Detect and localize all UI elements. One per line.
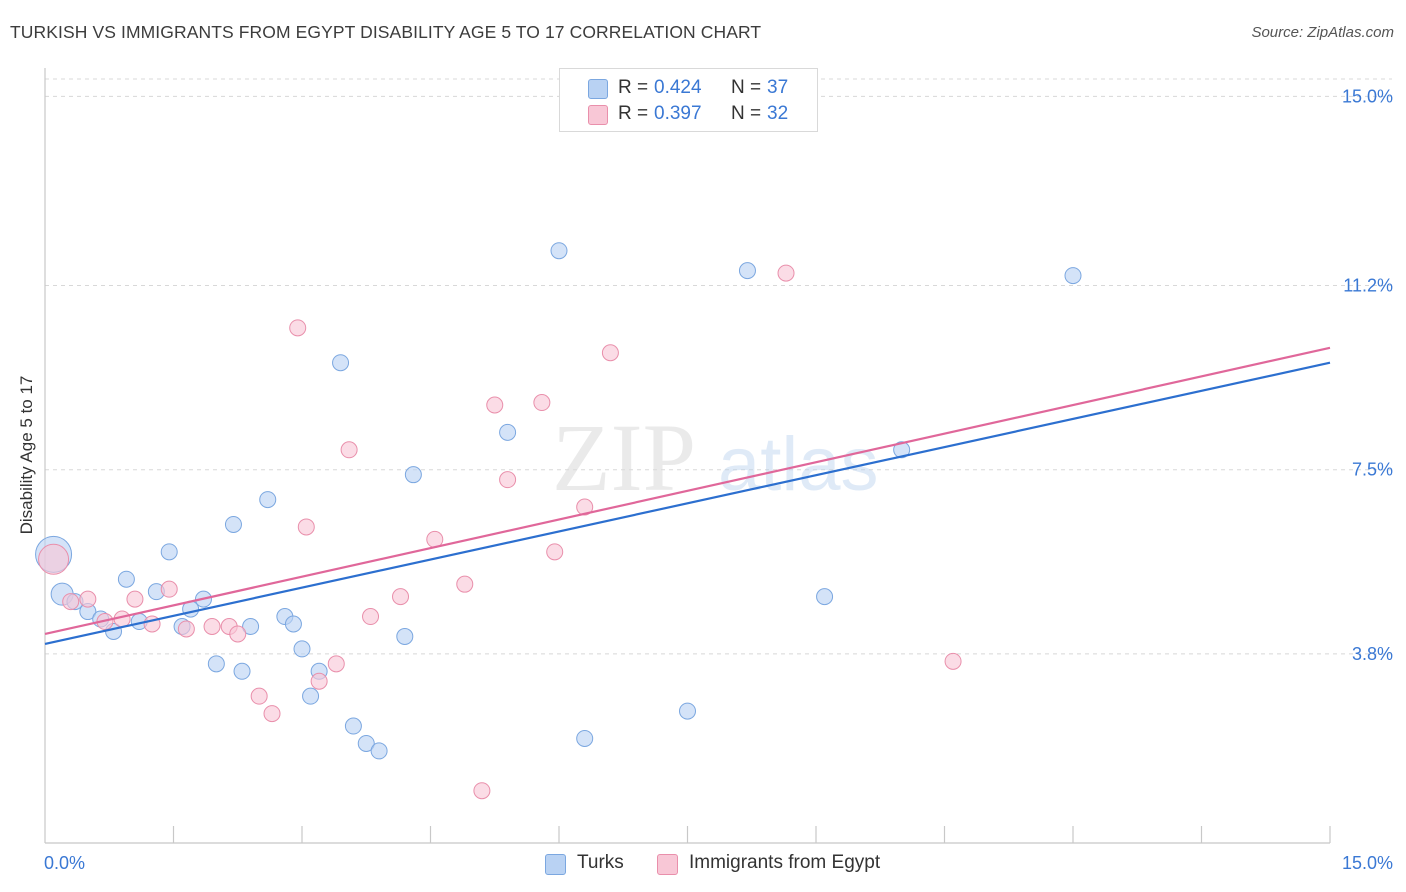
turks-point: [893, 441, 911, 459]
turks-point: [233, 662, 251, 680]
y-tick-label: 7.5%: [1352, 460, 1393, 480]
egypt-point: [250, 687, 268, 705]
egypt-point: [576, 498, 594, 516]
egypt-point: [777, 264, 795, 282]
turks-point: [396, 627, 414, 645]
egypt-n-label: N =: [731, 103, 762, 124]
egypt-point: [177, 620, 195, 638]
turks-point: [499, 423, 517, 441]
data-points: [35, 242, 1082, 800]
y-tick-label: 11.2%: [1343, 276, 1393, 296]
turks-point: [370, 742, 388, 760]
y-tick-label: 15.0%: [1342, 86, 1393, 106]
turks-point: [224, 515, 242, 533]
turks-point: [816, 588, 834, 606]
turks-point: [242, 617, 260, 635]
turks-swatch: [588, 79, 608, 99]
turks-point: [332, 354, 350, 372]
egypt-point: [289, 319, 307, 337]
egypt-point: [62, 593, 80, 611]
gridlines: [45, 78, 1392, 655]
x-tick-label: 0.0%: [44, 853, 85, 873]
turks-point: [117, 570, 135, 588]
egypt-point: [310, 672, 328, 690]
turks-n-value: 37: [767, 77, 789, 98]
turks-point: [1064, 267, 1082, 285]
egypt-point: [297, 518, 315, 536]
y-tick-label: 3.8%: [1352, 644, 1393, 664]
legend-egypt-label: Immigrants from Egypt: [689, 852, 881, 873]
turks-point: [302, 687, 320, 705]
egypt-swatch: [588, 105, 608, 125]
legend-turks-swatch: [545, 854, 566, 875]
turks-point: [160, 543, 178, 561]
egypt-trend-line: [44, 346, 1331, 636]
egypt-point: [263, 705, 281, 723]
turks-r-label: R =: [618, 77, 649, 98]
trend-lines: [44, 346, 1331, 645]
egypt-point: [362, 608, 380, 626]
egypt-r-label: R =: [618, 103, 649, 124]
legend-egypt-swatch: [657, 854, 678, 875]
source-label: Source: ZipAtlas.com: [1251, 24, 1394, 41]
egypt-point: [486, 396, 504, 414]
turks-point: [357, 734, 375, 752]
egypt-point: [340, 441, 358, 459]
turks-point: [404, 466, 422, 484]
egypt-point: [392, 588, 410, 606]
turks-point: [344, 717, 362, 735]
egypt-n-value: 32: [767, 103, 789, 124]
egypt-r-value: 0.397: [654, 103, 702, 124]
watermark-zip: ZIP: [552, 404, 696, 511]
egypt-point: [944, 652, 962, 670]
egypt-point: [456, 575, 474, 593]
turks-point: [259, 491, 277, 509]
egypt-point: [533, 394, 551, 412]
egypt-point: [203, 617, 221, 635]
egypt-point: [499, 471, 517, 489]
egypt-point: [327, 655, 345, 673]
egypt-point: [38, 543, 70, 575]
turks-r-value: 0.424: [654, 77, 702, 98]
turks-n-label: N =: [731, 77, 762, 98]
stats-legend: R = 0.424 N = 37 R = 0.397 N = 32: [559, 68, 818, 132]
watermark-atlas: atlas: [718, 422, 879, 507]
turks-point: [284, 615, 302, 633]
y-axis-label: Disability Age 5 to 17: [17, 375, 36, 535]
turks-point: [293, 640, 311, 658]
egypt-point: [126, 590, 144, 608]
axes: [44, 68, 1331, 844]
turks-point: [679, 702, 696, 720]
turks-point: [576, 729, 594, 747]
egypt-point: [473, 782, 491, 800]
tick-labels: 3.8% 7.5% 11.2% 15.0% 0.0% 15.0%: [44, 86, 1393, 873]
legend-turks-label: Turks: [577, 852, 624, 873]
egypt-point: [160, 580, 178, 598]
egypt-point: [79, 590, 97, 608]
egypt-point: [229, 625, 247, 643]
turks-point: [550, 242, 568, 260]
turks-point: [207, 655, 225, 673]
egypt-point: [601, 344, 619, 362]
chart-title: TURKISH VS IMMIGRANTS FROM EGYPT DISABIL…: [10, 22, 762, 42]
egypt-point: [546, 543, 564, 561]
turks-trend-line: [44, 361, 1331, 645]
x-tick-label: 15.0%: [1342, 853, 1393, 873]
turks-point: [738, 262, 756, 280]
